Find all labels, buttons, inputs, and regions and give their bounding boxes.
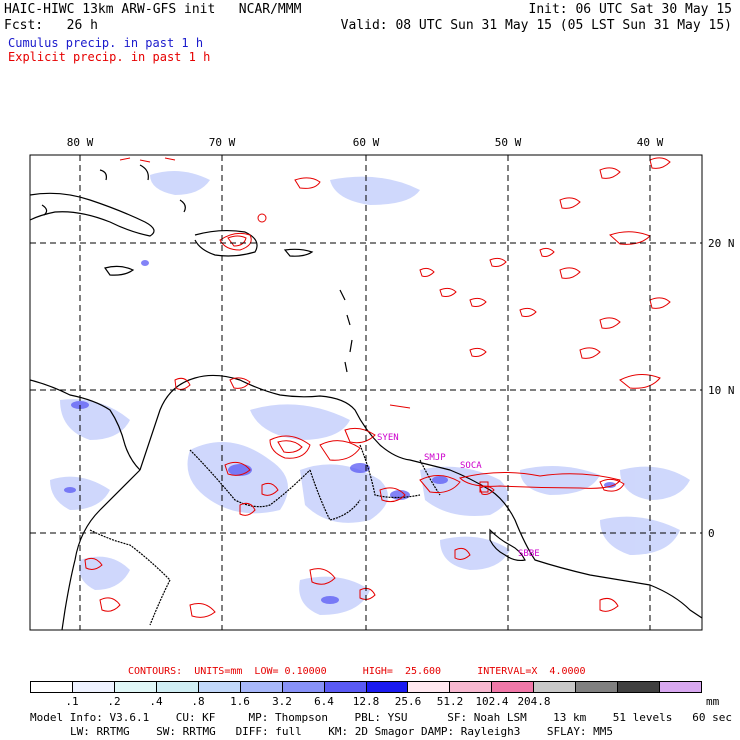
lat-label: 20 N <box>708 237 735 250</box>
colorbar-label: 6.4 <box>314 695 334 708</box>
colorbar-unit: mm <box>706 695 720 708</box>
colorbar-label: 204.8 <box>517 695 551 708</box>
contour-info: CONTOURS: UNITS=mm LOW= 0.10000 HIGH= 25… <box>128 666 586 677</box>
lon-label: 80 W <box>67 136 94 149</box>
colorbar <box>30 681 702 693</box>
station-label-soca: SOCA <box>460 461 482 471</box>
colorbar-segment <box>156 682 199 692</box>
colorbar-segment <box>240 682 283 692</box>
colorbar-label: .2 <box>107 695 121 708</box>
lat-label: 10 N <box>708 384 735 397</box>
colorbar-segment <box>366 682 409 692</box>
colorbar-segment <box>324 682 367 692</box>
valid-time: Valid: 08 UTC Sun 31 May 15 (05 LST Sun … <box>340 18 732 33</box>
colorbar-label: 3.2 <box>272 695 292 708</box>
colorbar-label: .8 <box>191 695 205 708</box>
colorbar-segment <box>31 682 73 692</box>
colorbar-label: .4 <box>149 695 163 708</box>
forecast-hour: Fcst: 26 h <box>4 18 98 33</box>
colorbar-segment <box>618 682 661 692</box>
colorbar-label: 12.8 <box>352 695 380 708</box>
colorbar-segment <box>450 682 493 692</box>
lat-label: 0 <box>708 527 715 540</box>
colorbar-segment <box>282 682 325 692</box>
lon-label: 50 W <box>495 136 522 149</box>
colorbar-label: 1.6 <box>230 695 250 708</box>
model-title: HAIC-HIWC 13km ARW-GFS init NCAR/MMM <box>4 2 302 17</box>
colorbar-segment <box>72 682 115 692</box>
lon-label: 60 W <box>353 136 380 149</box>
model-info-line1: Model Info: V3.6.1 CU: KF MP: Thompson P… <box>30 711 732 724</box>
legend-cumulus: Cumulus precip. in past 1 h <box>8 36 204 50</box>
colorbar-segment <box>492 682 535 692</box>
station-label-sbbe: SBBE <box>518 549 540 559</box>
colorbar-segment <box>576 682 619 692</box>
colorbar-label: 25.6 <box>394 695 422 708</box>
colorbar-segment <box>408 682 451 692</box>
colorbar-segment <box>114 682 157 692</box>
colorbar-segment <box>660 682 701 692</box>
colorbar-label: .1 <box>65 695 79 708</box>
station-label-syen: SYEN <box>377 433 399 443</box>
lon-label: 70 W <box>209 136 236 149</box>
model-info-line2: LW: RRTMG SW: RRTMG DIFF: full KM: 2D Sm… <box>70 725 614 738</box>
legend-explicit: Explicit precip. in past 1 h <box>8 50 211 64</box>
lon-label: 40 W <box>637 136 664 149</box>
explicit-contours <box>84 157 671 618</box>
colorbar-label: 102.4 <box>475 695 509 708</box>
colorbar-segment <box>534 682 577 692</box>
station-label-smjp: SMJP <box>424 453 446 463</box>
lat-lon-grid <box>30 155 702 630</box>
station-marker <box>479 481 489 493</box>
colorbar-segment <box>198 682 241 692</box>
init-time: Init: 06 UTC Sat 30 May 15 <box>528 2 733 17</box>
colorbar-label: 51.2 <box>436 695 464 708</box>
